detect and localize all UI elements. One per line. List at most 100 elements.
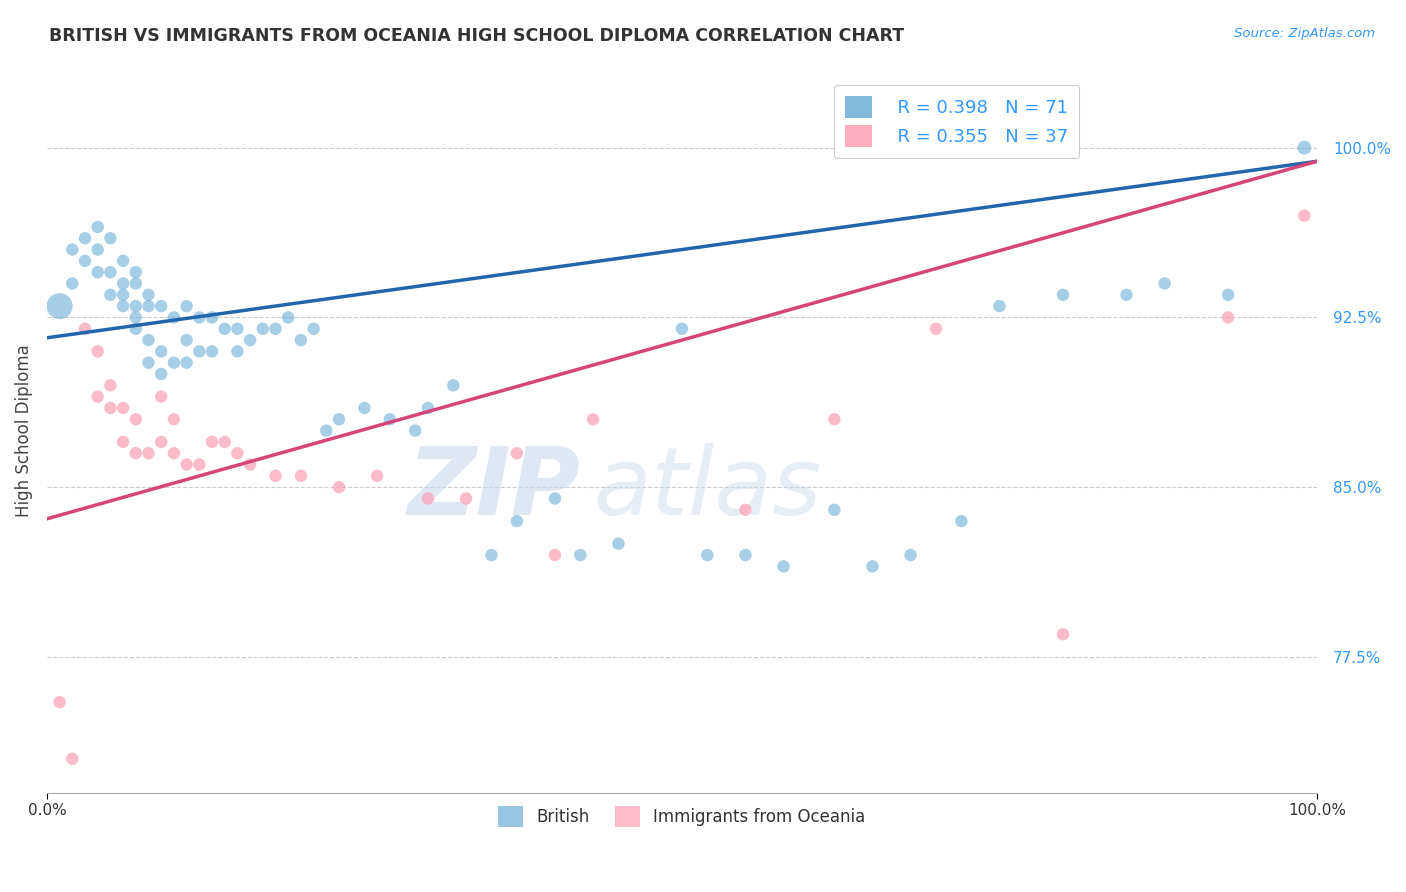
Point [73,231,96,245]
Point [100,288,122,302]
Point [226,446,249,460]
Point [328,480,350,494]
Point [416,401,439,415]
Point [862,559,884,574]
Point [239,458,262,472]
Point [73,253,96,268]
Point [73,322,96,336]
Point [290,468,312,483]
Point [48,299,70,313]
Point [734,503,756,517]
Point [125,277,148,291]
Point [188,344,211,359]
Point [900,548,922,562]
Point [176,299,198,313]
Point [988,299,1011,313]
Point [264,468,287,483]
Point [188,310,211,325]
Point [506,446,529,460]
Point [441,378,464,392]
Point [1216,310,1239,325]
Point [226,322,249,336]
Point [112,277,135,291]
Point [86,344,108,359]
Point [201,434,224,449]
Point [112,401,135,415]
Point [252,322,274,336]
Point [112,434,135,449]
Point [60,752,83,766]
Point [163,310,186,325]
Point [112,299,135,313]
Text: Source: ZipAtlas.com: Source: ZipAtlas.com [1234,27,1375,40]
Point [214,322,236,336]
Point [569,548,592,562]
Point [86,265,108,279]
Point [125,265,148,279]
Point [163,356,186,370]
Point [353,401,375,415]
Point [214,434,236,449]
Point [454,491,477,506]
Point [125,446,148,460]
Point [176,333,198,347]
Point [100,378,122,392]
Point [100,401,122,415]
Point [1294,209,1316,223]
Point [404,424,426,438]
Point [201,344,224,359]
Point [112,253,135,268]
Point [188,458,211,472]
Point [150,344,173,359]
Point [138,288,160,302]
Point [239,333,262,347]
Point [671,322,693,336]
Point [60,277,83,291]
Legend: British, Immigrants from Oceania: British, Immigrants from Oceania [491,798,875,835]
Point [86,243,108,257]
Point [1153,277,1175,291]
Point [176,458,198,472]
Point [125,322,148,336]
Point [125,310,148,325]
Point [328,412,350,426]
Point [378,412,401,426]
Point [544,491,567,506]
Point [1052,627,1074,641]
Point [823,412,845,426]
Point [1294,141,1316,155]
Point [1216,288,1239,302]
Point [264,322,287,336]
Point [481,548,503,562]
Point [290,333,312,347]
Point [150,299,173,313]
Text: atlas: atlas [593,443,821,534]
Point [506,514,529,528]
Point [226,344,249,359]
Point [60,243,83,257]
Point [125,299,148,313]
Point [277,310,299,325]
Point [86,219,108,234]
Point [86,390,108,404]
Point [150,390,173,404]
Point [544,548,567,562]
Point [138,446,160,460]
Point [138,356,160,370]
Point [582,412,605,426]
Point [315,424,337,438]
Point [696,548,718,562]
Point [150,434,173,449]
Point [163,446,186,460]
Point [950,514,973,528]
Point [100,265,122,279]
Text: BRITISH VS IMMIGRANTS FROM OCEANIA HIGH SCHOOL DIPLOMA CORRELATION CHART: BRITISH VS IMMIGRANTS FROM OCEANIA HIGH … [49,27,904,45]
Point [138,333,160,347]
Point [176,356,198,370]
Point [734,548,756,562]
Point [416,491,439,506]
Point [366,468,388,483]
Point [163,412,186,426]
Point [823,503,845,517]
Text: ZIP: ZIP [408,442,581,534]
